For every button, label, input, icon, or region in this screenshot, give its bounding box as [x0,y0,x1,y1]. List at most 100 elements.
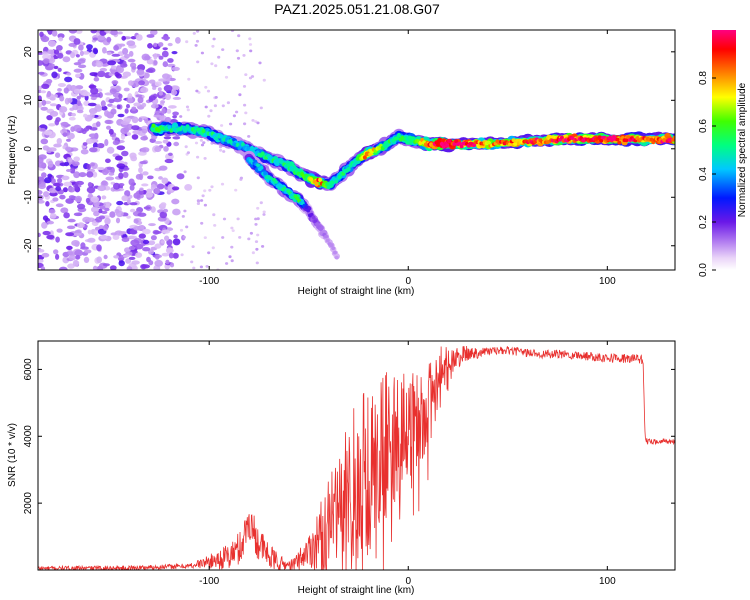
noise-speckle [182,235,186,239]
noise-speckle [127,93,133,100]
noise-speckle [109,211,116,218]
noise-speckle [118,260,125,267]
noise-speckle [101,195,107,200]
noise-speckle [242,85,247,88]
noise-speckle [130,155,138,162]
noise-speckle [140,87,149,93]
ridge-cell [346,166,351,172]
noise-speckle [137,212,147,217]
noise-speckle [88,108,98,114]
noise-speckle [133,102,141,107]
noise-speckle [162,208,169,213]
noise-speckle [104,110,110,117]
noise-speckle [154,81,162,87]
ridge-cell [511,138,516,143]
snr-x-label: Height of straight line (km) [298,585,415,596]
noise-speckle [55,152,61,158]
noise-speckle [162,73,170,79]
noise-speckle [85,197,90,204]
noise-speckle [147,175,154,180]
noise-speckle [62,56,71,63]
noise-speckle [93,48,98,55]
noise-speckle [41,83,50,90]
noise-speckle [42,145,50,151]
noise-speckle [142,239,150,245]
ridge-cell [352,162,357,167]
ridge-cell [624,138,629,143]
ridge-cell [201,128,206,134]
noise-speckle [206,89,211,93]
noise-speckle [56,45,63,51]
noise-speckle [57,88,62,92]
noise-speckle [55,203,64,208]
noise-speckle [103,254,108,260]
noise-speckle [224,75,229,79]
noise-speckle [115,73,122,79]
noise-speckle [95,60,104,68]
noise-speckle [164,116,172,123]
noise-speckle [127,97,133,104]
noise-speckle [106,51,112,56]
noise-speckle [158,55,164,60]
noise-speckle [250,75,255,78]
noise-speckle [222,150,226,153]
noise-speckle [64,76,73,83]
noise-speckle [153,42,158,48]
noise-speckle [131,106,137,111]
noise-speckle [116,66,124,74]
noise-speckle [157,87,162,92]
noise-speckle [88,133,98,138]
noise-speckle [55,253,60,260]
noise-speckle [76,100,81,106]
x-tick-label: -100 [199,276,219,287]
noise-speckle [126,215,131,219]
noise-speckle [102,263,110,267]
ridge-cell [285,162,290,168]
noise-speckle [196,199,200,203]
noise-speckle [213,104,217,108]
noise-speckle [184,184,193,191]
noise-speckle [38,102,43,108]
noise-speckle [90,162,95,167]
heatmap-image [38,30,675,270]
noise-speckle [154,243,162,249]
noise-speckle [153,53,158,60]
colorbar-gradient [712,30,736,270]
noise-speckle [214,96,218,99]
noise-speckle [256,206,260,210]
noise-speckle [185,40,189,44]
noise-speckle [126,123,133,131]
noise-speckle [204,105,208,109]
noise-speckle [99,205,106,210]
ridge-cell [570,136,575,141]
noise-speckle [93,230,99,236]
noise-speckle [254,217,258,221]
noise-speckle [71,240,80,247]
noise-speckle [72,124,82,132]
noise-speckle [46,93,51,97]
noise-speckle [230,259,234,263]
noise-speckle [97,185,107,192]
noise-speckle [121,237,130,243]
noise-speckle [55,186,62,192]
noise-speckle [42,53,52,60]
noise-speckle [112,234,120,240]
noise-speckle [73,88,81,95]
noise-speckle [128,178,135,186]
ridge-cell [306,208,311,213]
noise-speckle [168,105,177,109]
noise-speckle [219,148,223,152]
noise-speckle [101,105,108,111]
noise-speckle [111,80,119,85]
noise-speckle [262,210,266,214]
noise-speckle [153,230,162,234]
noise-speckle [39,31,44,37]
ridge-cell [325,238,330,243]
noise-speckle [135,34,143,41]
noise-speckle [46,30,54,34]
noise-speckle [49,103,58,107]
noise-speckle [238,93,242,97]
noise-speckle [154,146,162,153]
ridge-cell [445,143,450,148]
